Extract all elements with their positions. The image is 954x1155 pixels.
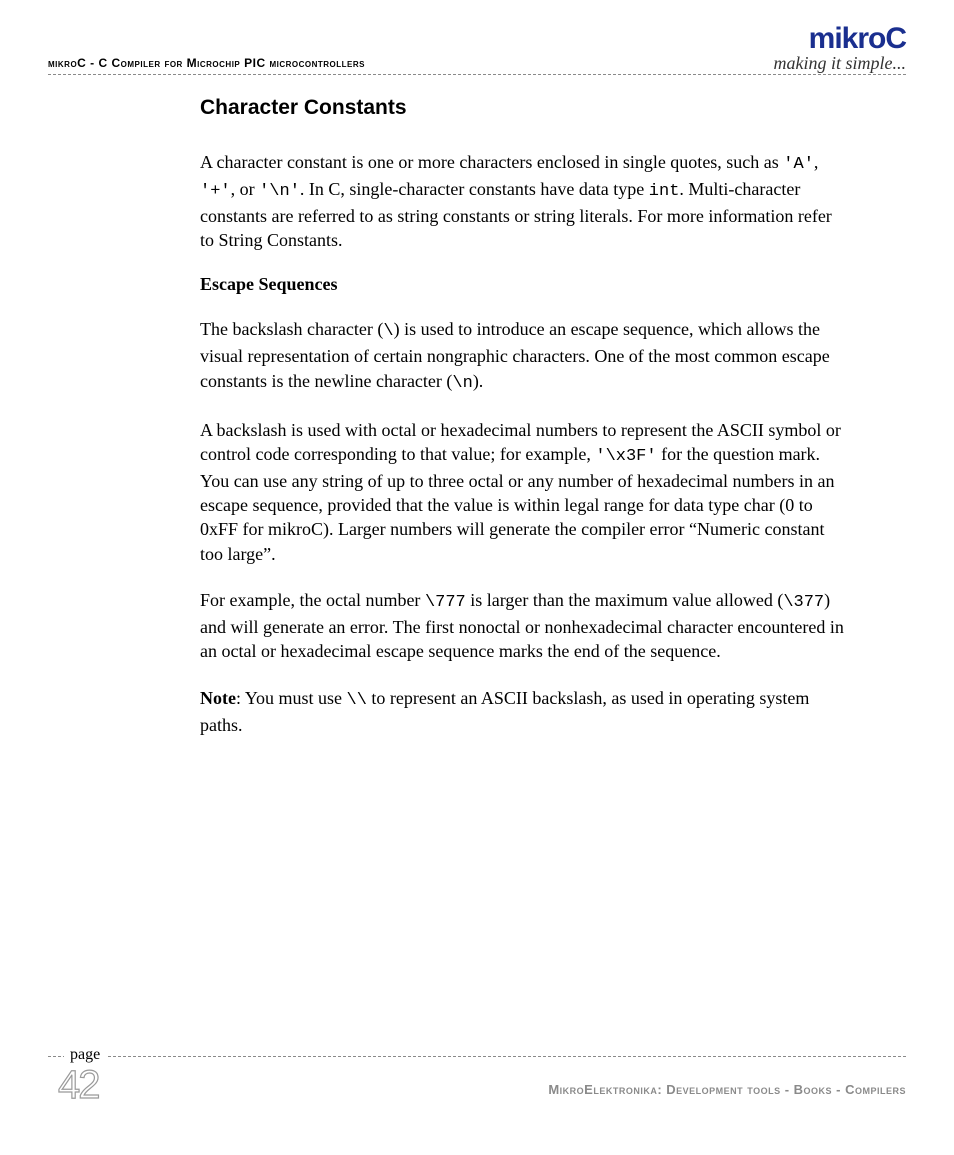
footer-row: 42 MikroElektronika: Development tools -… xyxy=(48,1067,906,1103)
logo-block: mikroC making it simple... xyxy=(774,24,907,72)
code-literal: \777 xyxy=(425,593,466,612)
page-content: Character Constants A character constant… xyxy=(200,96,844,759)
text: : You must use xyxy=(236,688,347,708)
paragraph-example: For example, the octal number \777 is la… xyxy=(200,588,844,664)
code-literal: \\ xyxy=(347,691,367,710)
text: . In C, single-character constants have … xyxy=(300,179,649,199)
logo-main: mikroC xyxy=(774,24,907,54)
paragraph-intro: A character constant is one or more char… xyxy=(200,150,844,252)
code-literal: '\x3F' xyxy=(595,447,656,466)
text: , xyxy=(814,152,819,172)
code-literal: '+' xyxy=(200,182,231,201)
code-literal: \n xyxy=(452,374,472,393)
note-label: Note xyxy=(200,688,236,708)
text: For example, the octal number xyxy=(200,590,425,610)
footer-divider xyxy=(48,1056,906,1057)
text: , or xyxy=(231,179,260,199)
text: A character constant is one or more char… xyxy=(200,152,783,172)
text: ). xyxy=(473,371,484,391)
subsection-title: Escape Sequences xyxy=(200,274,844,295)
text: is larger than the maximum value allowed… xyxy=(466,590,784,610)
code-literal: \377 xyxy=(783,593,824,612)
logo-tagline: making it simple... xyxy=(774,54,907,72)
code-literal: '\n' xyxy=(259,182,300,201)
footer-credits: MikroElektronika: Development tools - Bo… xyxy=(548,1082,906,1103)
paragraph-escape-intro: The backslash character (\) is used to i… xyxy=(200,317,844,395)
text: The backslash character ( xyxy=(200,319,383,339)
page-number: 42 xyxy=(58,1067,99,1103)
paragraph-octal-hex: A backslash is used with octal or hexade… xyxy=(200,418,844,566)
section-title: Character Constants xyxy=(200,96,844,120)
header-divider xyxy=(48,74,906,75)
code-literal: 'A' xyxy=(783,155,814,174)
paragraph-note: Note: You must use \\ to represent an AS… xyxy=(200,686,844,737)
page-footer: page 42 MikroElektronika: Development to… xyxy=(48,1056,906,1103)
page-label: page xyxy=(64,1046,106,1064)
header-subtitle: mikroC - C Compiler for Microchip PIC mi… xyxy=(48,56,365,70)
code-literal: int xyxy=(649,182,680,201)
code-literal: \ xyxy=(383,322,393,341)
